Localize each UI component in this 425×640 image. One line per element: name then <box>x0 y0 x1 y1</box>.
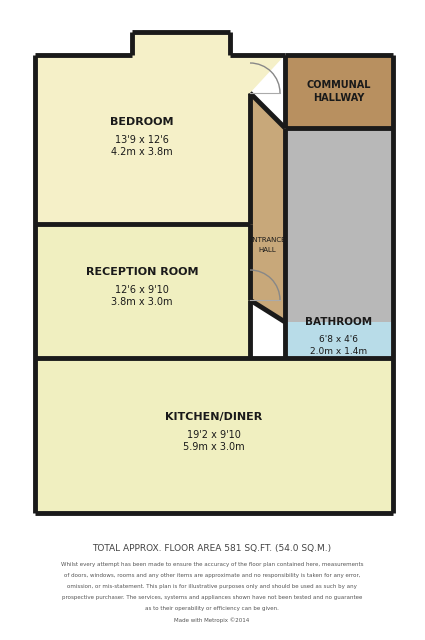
Text: HALL: HALL <box>258 247 276 253</box>
Text: omission, or mis-statement. This plan is for illustrative purposes only and shou: omission, or mis-statement. This plan is… <box>67 584 357 589</box>
Text: 12'6 x 9'10: 12'6 x 9'10 <box>115 285 169 295</box>
Text: 4.2m x 3.8m: 4.2m x 3.8m <box>111 147 173 157</box>
Polygon shape <box>285 128 393 322</box>
Polygon shape <box>35 358 393 513</box>
Text: prospective purchaser. The services, systems and appliances shown have not been : prospective purchaser. The services, sys… <box>62 595 362 600</box>
Text: COMMUNAL: COMMUNAL <box>307 80 371 90</box>
Text: BEDROOM: BEDROOM <box>110 117 174 127</box>
Text: 3.8m x 3.0m: 3.8m x 3.0m <box>111 297 173 307</box>
Text: 19'2 x 9'10: 19'2 x 9'10 <box>187 430 241 440</box>
Text: 13'9 x 12'6: 13'9 x 12'6 <box>115 135 169 145</box>
Polygon shape <box>35 224 250 358</box>
Text: BATHROOM: BATHROOM <box>306 317 373 327</box>
Polygon shape <box>285 322 393 358</box>
Text: RECEPTION ROOM: RECEPTION ROOM <box>86 267 198 277</box>
Text: 6'8 x 4'6: 6'8 x 4'6 <box>320 335 359 344</box>
Text: of doors, windows, rooms and any other items are approximate and no responsibili: of doors, windows, rooms and any other i… <box>64 573 360 578</box>
Text: as to their operability or efficiency can be given.: as to their operability or efficiency ca… <box>145 606 279 611</box>
Text: HALLWAY: HALLWAY <box>313 93 365 103</box>
Polygon shape <box>285 55 393 128</box>
Polygon shape <box>35 32 285 224</box>
Text: ENTRANCE: ENTRANCE <box>248 237 286 243</box>
Text: Made with Metropix ©2014: Made with Metropix ©2014 <box>174 617 249 623</box>
Text: KITCHEN/DINER: KITCHEN/DINER <box>165 412 263 422</box>
Text: Whilst every attempt has been made to ensure the accuracy of the floor plan cont: Whilst every attempt has been made to en… <box>61 562 363 567</box>
Text: 5.9m x 3.0m: 5.9m x 3.0m <box>183 442 245 452</box>
Polygon shape <box>250 93 285 322</box>
Text: 2.0m x 1.4m: 2.0m x 1.4m <box>310 348 368 356</box>
Text: TOTAL APPROX. FLOOR AREA 581 SQ.FT. (54.0 SQ.M.): TOTAL APPROX. FLOOR AREA 581 SQ.FT. (54.… <box>92 543 332 552</box>
